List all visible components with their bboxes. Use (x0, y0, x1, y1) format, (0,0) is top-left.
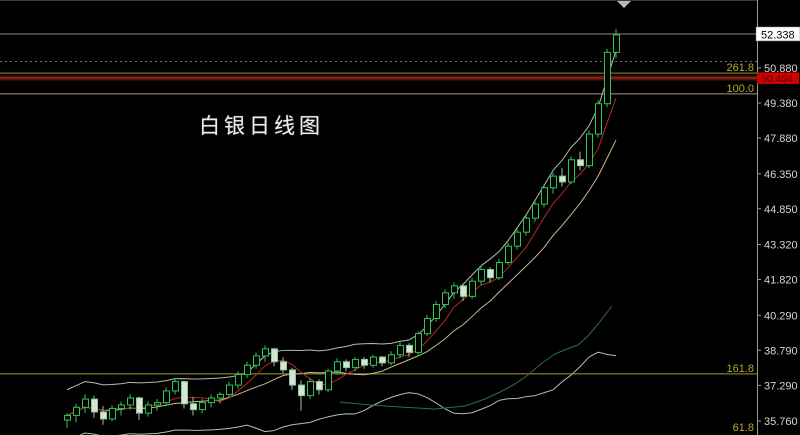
candle-body (127, 397, 134, 406)
y-axis-label: 40.290 (764, 310, 798, 322)
candle-body (325, 370, 332, 391)
candle-body (307, 381, 314, 397)
candle-body (109, 407, 116, 420)
y-axis-label: 43.320 (764, 240, 798, 252)
candle-body (316, 381, 323, 391)
chart-surface[interactable] (0, 0, 757, 435)
candle-body (253, 355, 260, 366)
bollinger-lower-band-line (79, 351, 617, 435)
candle-body (199, 402, 206, 411)
bollinger-upper-band-line (66, 50, 617, 391)
candle-body (334, 361, 341, 372)
candle-body (64, 414, 71, 421)
candle-body (298, 384, 305, 397)
candle-body (532, 203, 539, 219)
candle-body (523, 217, 530, 233)
price-level-box-label: 52.338 (761, 29, 795, 41)
candle-body (217, 393, 224, 399)
chart-title: 白银日线图 (199, 114, 324, 138)
candle-body (541, 187, 548, 205)
candle-body (226, 384, 233, 395)
candle-body (280, 361, 287, 371)
candle-body (496, 262, 503, 279)
fib-level-label: 100.0 (726, 83, 754, 95)
candle-body (577, 159, 584, 167)
candle-body (181, 381, 188, 405)
candle-body (289, 369, 296, 386)
candle-body (73, 406, 80, 416)
candle-body (604, 51, 611, 105)
fib-level-label: 261.8 (726, 62, 754, 74)
slow-band-line (339, 305, 613, 410)
candle-body (136, 397, 143, 414)
candle-body (100, 411, 107, 420)
candle-body (388, 354, 395, 364)
candle-body (568, 159, 575, 183)
candle-body (559, 175, 566, 183)
ma-mid-line (66, 139, 617, 416)
candle-body (487, 269, 494, 279)
candle-body (505, 245, 512, 264)
candle-body (262, 348, 269, 357)
current-price-badge-label: 50.454 (761, 73, 793, 85)
y-axis-label: 37.290 (764, 380, 798, 392)
candle-body (613, 34, 620, 53)
candle-body (154, 402, 161, 406)
candle-body (379, 356, 386, 364)
candle-body (352, 358, 359, 369)
candle-body (370, 356, 377, 366)
candle-body (595, 103, 602, 135)
candle-body (433, 304, 440, 320)
price-level-box (755, 26, 800, 42)
y-axis-label: 35.760 (764, 416, 798, 428)
candle-body (145, 404, 152, 414)
y-axis-label: 38.790 (764, 345, 798, 357)
fib-level-label: 61.8 (733, 422, 754, 434)
y-axis-label: 50.880 (764, 63, 798, 75)
candle-body (163, 390, 170, 404)
candle-body (415, 333, 422, 353)
candle-body (271, 348, 278, 363)
candle-body (550, 175, 557, 189)
candle-body (442, 292, 449, 306)
candle-body (82, 398, 89, 408)
y-axis-label: 44.850 (764, 204, 798, 216)
candle-body (244, 364, 251, 376)
candle-body (424, 318, 431, 335)
candle-body (451, 285, 458, 294)
candle-body (91, 398, 98, 413)
candle-body (406, 344, 413, 353)
candle-body (118, 404, 125, 409)
fib-level-label: 161.8 (726, 363, 754, 375)
candle-body (172, 381, 179, 392)
y-axis-label: 47.880 (764, 133, 798, 145)
y-axis-label: 46.350 (764, 169, 798, 181)
candle-body (478, 269, 485, 282)
candle-body (586, 133, 593, 167)
candle-body (235, 374, 242, 386)
down-triangle-marker (617, 1, 631, 8)
candle-body (460, 285, 467, 297)
y-axis-label: 49.380 (764, 98, 798, 110)
current-price-badge (757, 72, 799, 84)
y-axis-label: 41.820 (764, 275, 798, 287)
candle-body (208, 397, 215, 404)
candle-body (343, 361, 350, 369)
candle-body (514, 231, 521, 247)
candle-body (361, 358, 368, 366)
candle-body (469, 280, 476, 297)
candle-body (397, 344, 404, 356)
candle-body (190, 403, 197, 411)
